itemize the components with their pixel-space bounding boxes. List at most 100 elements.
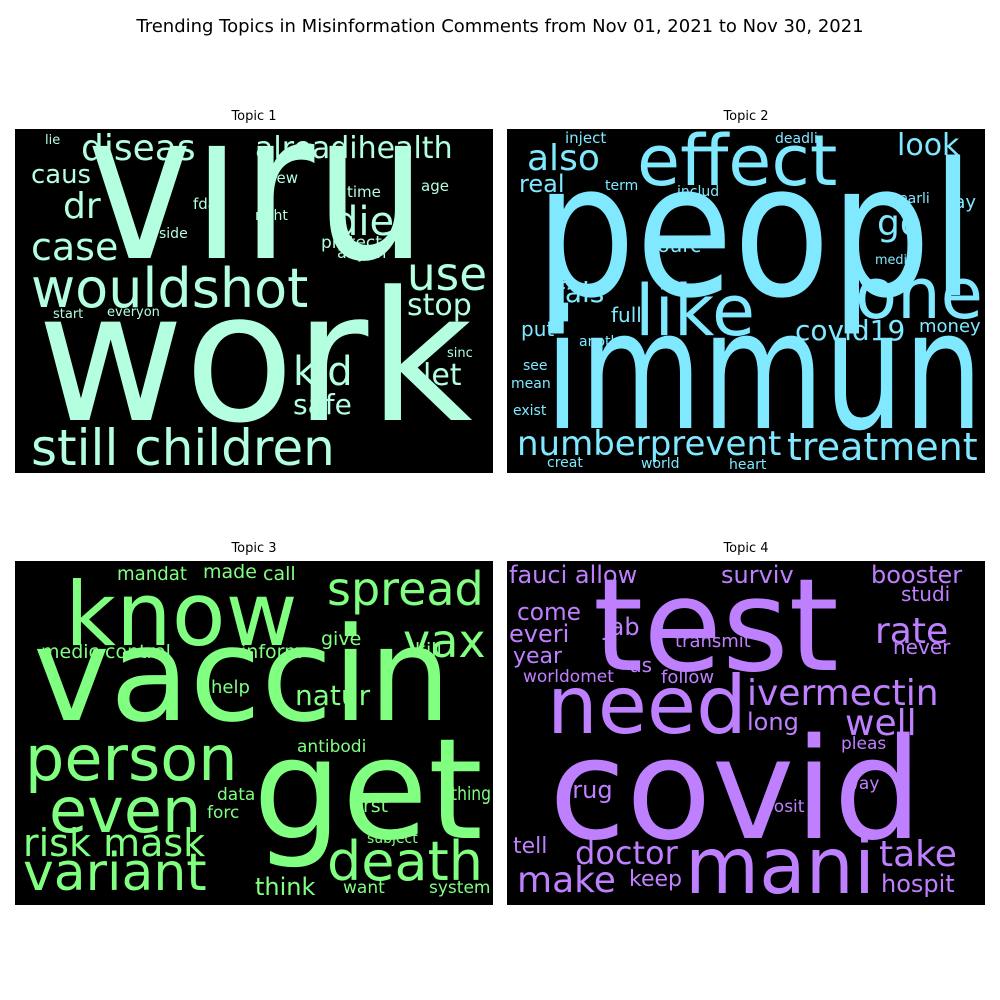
- word-hospit: hospit: [881, 870, 955, 898]
- word-time: time: [347, 183, 381, 201]
- word-put: put: [521, 317, 554, 341]
- word-fda: fda: [193, 195, 217, 213]
- panel-title-3: Topic 3: [231, 541, 277, 556]
- word-kid: kid: [293, 349, 353, 395]
- panel-title-1: Topic 1: [231, 109, 277, 124]
- word-call: call: [263, 563, 296, 585]
- word-numberprevent: numberprevent: [517, 424, 781, 464]
- word-new: new: [267, 169, 298, 187]
- word-dr: dr: [63, 186, 101, 227]
- wordcloud-topic-3: vaccin get know person even variant death sprea…: [15, 561, 493, 905]
- word-let: let: [423, 358, 462, 393]
- word-mean: mean: [511, 376, 551, 392]
- word-sourc: sourc: [647, 233, 701, 257]
- word-person: person: [25, 722, 238, 795]
- word-peopl: peopl: [535, 129, 975, 339]
- word-say: say: [945, 192, 976, 213]
- word-drug: drug: [557, 776, 613, 804]
- word-earli: earli: [899, 191, 930, 207]
- word-age: age: [421, 177, 449, 195]
- word-also: also: [527, 138, 600, 179]
- word-covid19: covid19: [795, 314, 905, 347]
- word-stop: stop: [407, 288, 472, 323]
- word-anoth: anoth: [579, 334, 619, 350]
- word-doctor: doctor: [575, 834, 679, 872]
- word-term: term: [605, 178, 638, 194]
- word-vax: vax: [403, 614, 486, 668]
- wordcloud-topic-4: test covid need mani ivermectin well rate take m…: [507, 561, 985, 905]
- word-death: death: [327, 830, 483, 893]
- word-viru: viru: [87, 129, 427, 307]
- word-test: test: [593, 561, 839, 701]
- word-keep: keep: [629, 867, 682, 892]
- word-diseas: diseas: [81, 129, 196, 169]
- word-risk-mask: risk mask: [23, 821, 205, 865]
- word-forc: forc: [207, 803, 239, 823]
- word-ivermectin: ivermectin: [747, 673, 939, 714]
- word-fauci-allow: fauci allow: [509, 561, 637, 589]
- word-one: one: [855, 253, 983, 335]
- word-give: give: [321, 628, 361, 650]
- word-well: well: [845, 703, 917, 744]
- word-world: world: [641, 456, 680, 472]
- word-made: made: [203, 561, 257, 583]
- word-jab: jab: [602, 613, 640, 641]
- word-booster: booster: [871, 561, 962, 589]
- word-includ: includ: [677, 184, 719, 200]
- word-even: even: [49, 774, 201, 847]
- word-die: die: [333, 199, 394, 245]
- word-come: come: [517, 598, 581, 626]
- word-posit: posit: [763, 797, 805, 817]
- word-caus: caus: [31, 160, 91, 190]
- word-way: way: [845, 774, 879, 794]
- word-worldomet: worldomet: [523, 667, 614, 687]
- wordcloud-topic-1: viru work wouldshot still children diseas cas…: [15, 129, 493, 473]
- word-immun: immun: [545, 275, 983, 467]
- word-covid: covid: [549, 709, 922, 872]
- word-creat: creat: [547, 455, 583, 471]
- word-spread: spread: [327, 562, 484, 616]
- word-vaccin: vaccin: [33, 599, 451, 751]
- word-thing: thing: [451, 783, 491, 805]
- word-inject: inject: [565, 129, 606, 147]
- word-protect: protect: [321, 233, 382, 253]
- word-tell: tell: [513, 834, 547, 859]
- word-need: need: [547, 659, 747, 752]
- word-surviv: surviv: [721, 561, 794, 589]
- word-medic-control: medic control: [41, 641, 171, 663]
- word-subject: subject: [367, 831, 418, 847]
- word-system: system: [429, 878, 490, 898]
- word-never: never: [893, 635, 951, 659]
- word-side: side: [159, 226, 188, 242]
- word-first: first: [351, 795, 388, 817]
- word-everi: everi: [509, 620, 569, 648]
- word-get: get: [253, 709, 483, 872]
- word-wouldshot: wouldshot: [31, 257, 308, 320]
- word-safe: safe: [293, 388, 352, 421]
- word-want: want: [343, 878, 385, 898]
- word-data: data: [217, 785, 255, 805]
- word-start: start: [53, 307, 83, 322]
- word-see: see: [523, 358, 548, 374]
- panel-title-4: Topic 4: [723, 541, 769, 556]
- word-kill: kill: [415, 639, 442, 661]
- word-help: help: [211, 677, 250, 698]
- word-inform: inform: [241, 641, 303, 663]
- word-use: use: [407, 247, 487, 301]
- figure-title: Trending Topics in Misinformation Commen…: [136, 16, 864, 37]
- word-effect: effect: [637, 129, 837, 202]
- word-alreadihealth: alreadihealth: [255, 131, 453, 166]
- word-fulli: fulli: [611, 303, 647, 327]
- word-studi: studi: [901, 582, 950, 606]
- word-long: long: [747, 708, 799, 736]
- word-everyon: everyon: [107, 305, 160, 320]
- word-mandat: mandat: [117, 563, 187, 585]
- word-pleas: pleas: [841, 734, 886, 754]
- word-heart: heart: [729, 457, 767, 473]
- wordcloud-topic-2: peopl immun effect like one treatment numberpr…: [507, 129, 985, 473]
- word-antibodi: antibodi: [297, 737, 366, 757]
